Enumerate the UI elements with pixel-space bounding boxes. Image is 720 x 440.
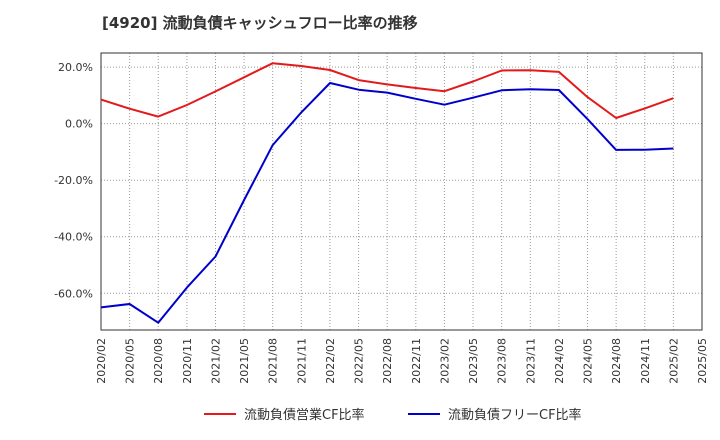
- series-line-1: [100, 62, 674, 119]
- legend-label-2: 流動負債フリーCF比率: [448, 407, 582, 423]
- x-tick-label: 2025/02: [667, 338, 680, 384]
- x-tick-label: 2020/02: [95, 338, 108, 384]
- chart-title: [4920] 流動負債キャッシュフロー比率の推移: [102, 14, 418, 32]
- x-tick-label: 2021/02: [209, 338, 222, 384]
- x-tick-label: 2020/05: [124, 338, 137, 384]
- x-tick-label: 2022/08: [381, 338, 394, 384]
- x-tick-label: 2022/05: [353, 338, 366, 384]
- y-tick-label: -20.0%: [54, 174, 93, 187]
- legend-label-1: 流動負債営業CF比率: [244, 407, 365, 423]
- x-tick-label: 2021/05: [238, 338, 251, 384]
- x-tick-label: 2024/11: [639, 338, 652, 384]
- plot-frame: [100, 52, 703, 331]
- x-tick-label: 2022/11: [410, 338, 423, 384]
- x-tick-label: 2023/08: [496, 338, 509, 384]
- x-tick-label: 2021/08: [267, 338, 280, 384]
- series-line-2: [100, 82, 674, 324]
- x-tick-label: 2023/05: [467, 338, 480, 384]
- y-tick-label: -40.0%: [54, 231, 93, 244]
- x-tick-label: 2022/02: [324, 338, 337, 384]
- x-tick-label: 2024/02: [553, 338, 566, 384]
- y-tick-label: 20.0%: [58, 61, 93, 74]
- x-tick-label: 2020/11: [181, 338, 194, 384]
- y-tick-label: -60.0%: [54, 287, 93, 300]
- x-tick-label: 2021/11: [295, 338, 308, 384]
- x-tick-label: 2023/11: [524, 338, 537, 384]
- x-tick-label: 2024/08: [610, 338, 623, 384]
- x-tick-label: 2025/05: [696, 338, 709, 384]
- x-tick-label: 2023/02: [438, 338, 451, 384]
- y-tick-label: 0.0%: [65, 118, 93, 131]
- x-tick-label: 2024/05: [582, 338, 595, 384]
- x-tick-label: 2020/08: [152, 338, 165, 384]
